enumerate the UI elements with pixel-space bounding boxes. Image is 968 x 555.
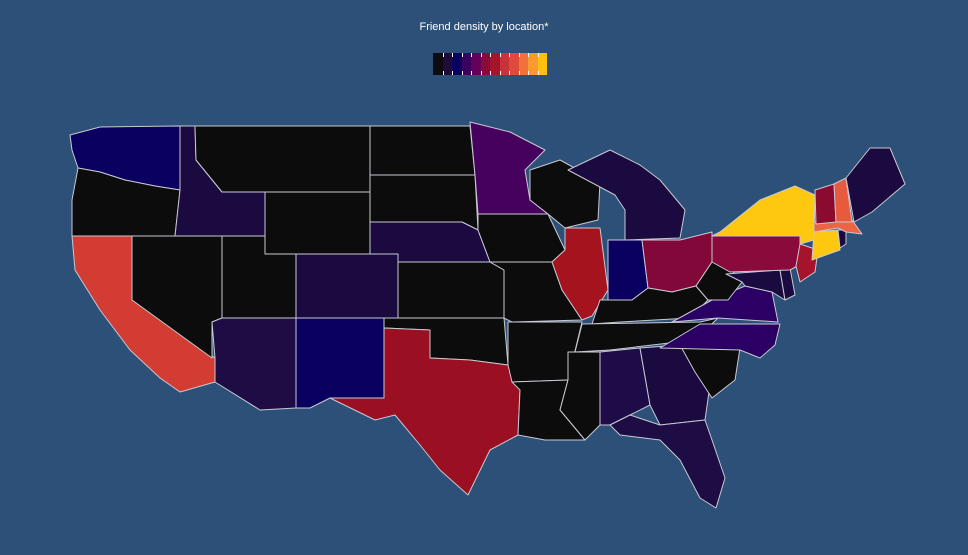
legend-swatch [471, 53, 481, 75]
legend-tick [452, 71, 453, 75]
legend-tick [442, 71, 444, 75]
legend-tick [537, 71, 539, 75]
legend-tick [518, 71, 520, 75]
state-ct [811, 229, 841, 261]
legend-tick [452, 53, 453, 57]
state-nc [659, 323, 781, 359]
legend-swatch [461, 53, 471, 75]
legend-tick [509, 71, 510, 75]
legend-swatch [537, 53, 547, 75]
legend-tick [461, 53, 463, 57]
legend-tick [480, 53, 482, 57]
legend-swatch [433, 53, 443, 75]
state-ks [397, 261, 505, 319]
color-scale-legend [433, 53, 547, 75]
legend-swatch [509, 53, 519, 75]
legend-swatch [528, 53, 538, 75]
legend-tick [442, 53, 444, 57]
legend-tick [471, 71, 472, 75]
state-nm [295, 317, 385, 409]
legend-swatch [518, 53, 528, 75]
state-in [607, 239, 649, 301]
map-title: Friend density by location* [419, 21, 549, 33]
legend-tick [480, 71, 482, 75]
state-tx [329, 327, 521, 496]
state-fl [609, 414, 726, 509]
legend-tick [499, 71, 501, 75]
state-wy [264, 191, 371, 255]
legend-tick [528, 53, 529, 57]
state-nd [369, 125, 476, 176]
state-vt [814, 183, 837, 225]
legend-tick [490, 53, 491, 57]
state-mt [194, 125, 371, 193]
state-me [845, 147, 906, 223]
legend-tick [499, 53, 501, 57]
legend-swatch [480, 53, 490, 75]
legend-tick [537, 53, 539, 57]
legend-tick [461, 71, 463, 75]
state-ri [837, 229, 847, 249]
state-mi [567, 149, 686, 241]
legend-tick [528, 71, 529, 75]
legend-swatch [499, 53, 509, 75]
legend-tick [490, 71, 491, 75]
legend-tick [509, 53, 510, 57]
legend-swatch [490, 53, 500, 75]
legend-tick [471, 53, 472, 57]
state-il [551, 227, 609, 321]
legend-tick [518, 53, 520, 57]
state-ny [711, 185, 816, 245]
state-az [211, 317, 297, 411]
legend-swatch [442, 53, 452, 75]
legend-swatch [452, 53, 462, 75]
state-ia [477, 213, 566, 263]
state-co [295, 253, 399, 319]
state-pa [711, 235, 806, 273]
